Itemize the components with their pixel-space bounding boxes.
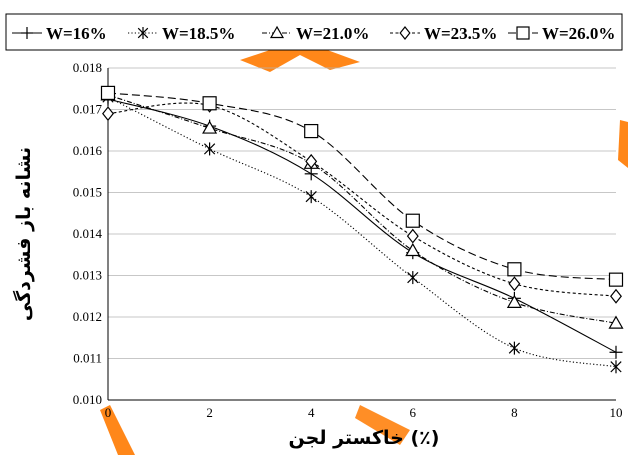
y-tick-label: 0.018 <box>73 60 102 75</box>
y-tick-label: 0.010 <box>73 392 102 407</box>
marker-plus <box>609 345 623 359</box>
marker-plus <box>304 167 318 181</box>
marker-triangle <box>405 242 421 257</box>
legend-label: W=26.0% <box>542 24 615 43</box>
legend: W=16% W=18.5% W=21.0% W=23.5% W=26.0% <box>12 24 615 43</box>
marker-square <box>202 96 217 111</box>
legend-label: W=21.0% <box>296 24 369 43</box>
series-line <box>107 94 617 324</box>
marker-diamond <box>305 153 318 169</box>
watermark-swoosh-bottom <box>355 405 410 445</box>
marker-diamond <box>102 106 114 122</box>
x-tick-label: 6 <box>410 405 417 420</box>
legend-label: W=16% <box>46 24 107 43</box>
series-line <box>107 92 617 281</box>
x-tick-label: 10 <box>610 405 623 420</box>
marker-diamond <box>399 26 411 40</box>
marker-square <box>100 85 116 101</box>
y-tick-label: 0.012 <box>73 309 102 324</box>
y-tick-label: 0.016 <box>73 143 103 158</box>
y-tick-label: 0.015 <box>73 185 102 200</box>
series-line <box>107 98 617 353</box>
marker-triangle <box>269 25 285 39</box>
legend-item-4: W=26.0% <box>508 24 615 43</box>
legend-item-0: W=16% <box>12 24 107 43</box>
x-tick-label: 8 <box>511 405 518 420</box>
y-tick-label: 0.011 <box>73 351 102 366</box>
marker-diamond <box>406 228 419 244</box>
axes <box>107 68 616 401</box>
series-line <box>107 96 617 368</box>
y-tick-labels: 0.010 0.011 0.012 0.013 0.014 0.015 0.016 0.017… <box>73 60 103 407</box>
y-tick-label: 0.014 <box>73 226 103 241</box>
x-tick-labels: 0 2 4 6 8 10 <box>105 405 623 420</box>
marker-triangle <box>608 315 624 329</box>
marker-star <box>137 27 149 39</box>
watermark-swoosh-bottom-left <box>100 405 135 455</box>
series-3 <box>102 97 622 304</box>
y-axis-title: نشانه باز فشردگی <box>12 147 35 321</box>
series-line <box>107 102 617 297</box>
watermark-swoosh-top <box>240 40 360 72</box>
marker-square <box>507 262 522 277</box>
series-2 <box>100 87 624 329</box>
series-1 <box>102 90 622 374</box>
marker-diamond <box>610 288 622 304</box>
x-tick-label: 2 <box>206 405 213 420</box>
legend-label: W=23.5% <box>424 24 497 43</box>
legend-label: W=18.5% <box>162 24 235 43</box>
legend-item-3: W=23.5% <box>390 24 497 43</box>
series-0 <box>101 92 623 359</box>
x-axis-title: خاکستر لجن (٪) <box>289 427 440 449</box>
watermark-shapes <box>100 40 628 455</box>
marker-triangle <box>506 294 522 308</box>
legend-item-1: W=18.5% <box>128 24 235 43</box>
gridlines <box>108 67 616 359</box>
marker-square <box>608 272 624 287</box>
marker-plus <box>21 27 33 39</box>
series-group <box>100 85 624 374</box>
x-tick-label: 0 <box>105 405 112 420</box>
marker-square <box>516 26 530 40</box>
y-tick-label: 0.013 <box>73 268 102 283</box>
x-tick-label: 4 <box>308 405 315 420</box>
marker-star <box>305 190 317 204</box>
marker-star <box>610 360 622 374</box>
marker-diamond <box>508 276 521 292</box>
marker-square <box>304 123 319 139</box>
marker-triangle <box>202 120 218 134</box>
marker-square <box>405 213 420 228</box>
legend-item-2: W=21.0% <box>262 24 369 43</box>
marker-star <box>407 271 419 285</box>
watermark-swoosh-right <box>618 120 628 168</box>
marker-star <box>508 341 521 355</box>
marker-star <box>203 142 216 156</box>
y-tick-label: 0.017 <box>73 102 103 117</box>
series-4 <box>100 85 624 287</box>
